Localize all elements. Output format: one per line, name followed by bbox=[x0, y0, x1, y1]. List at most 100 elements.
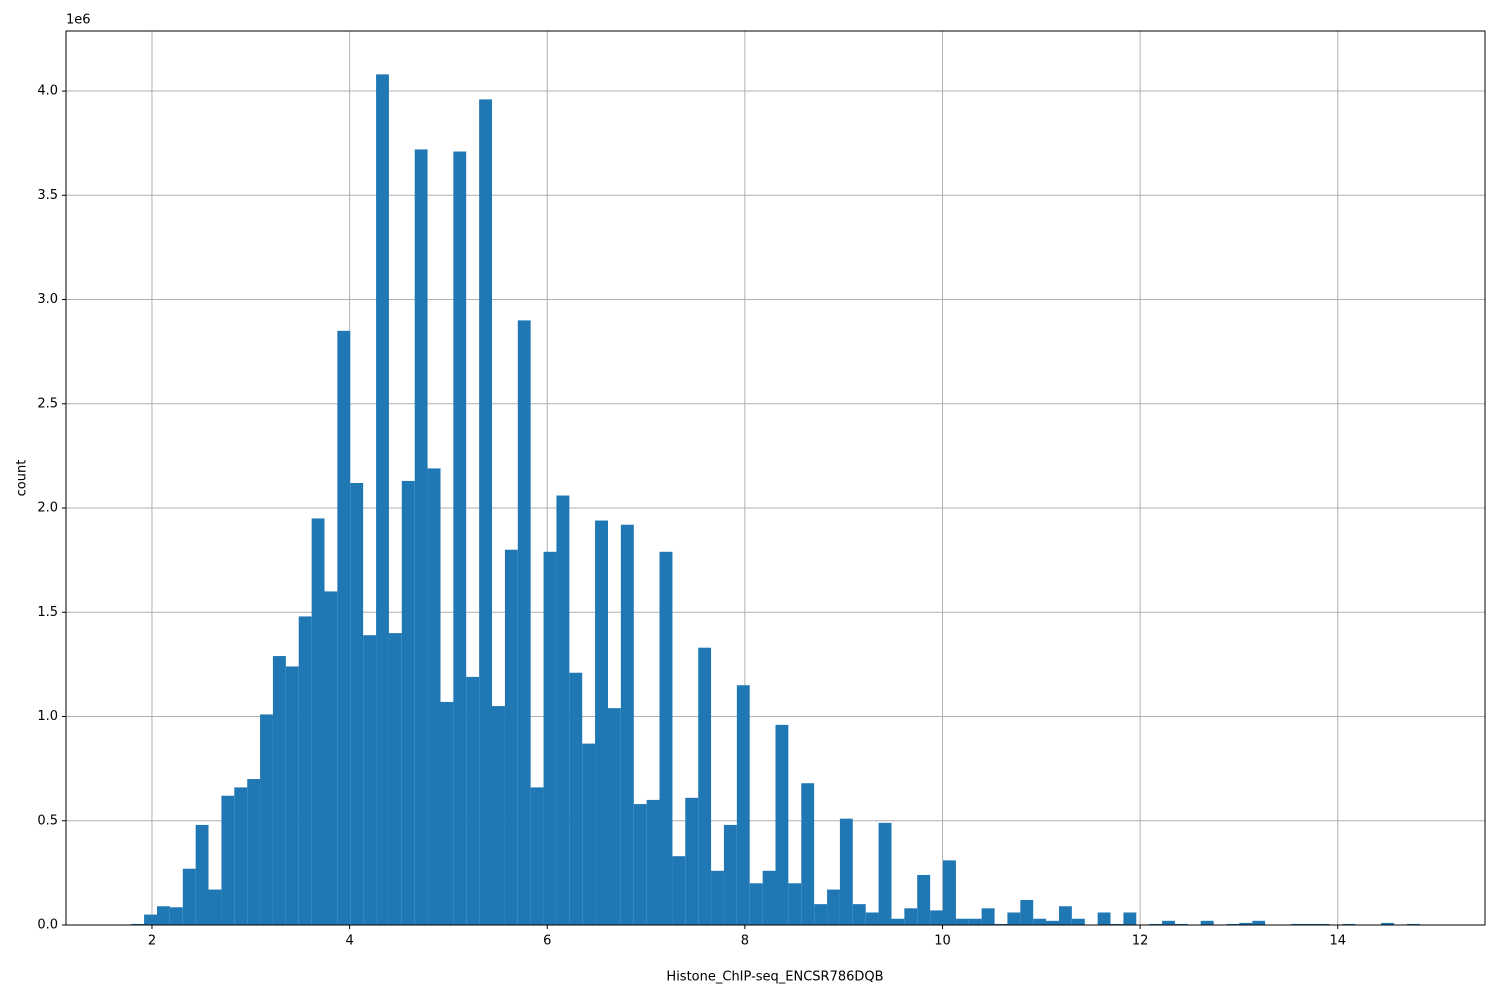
bar bbox=[504, 549, 518, 925]
y-tick-label: 0.5 bbox=[37, 813, 58, 828]
bar bbox=[1033, 918, 1047, 925]
bar bbox=[1071, 918, 1085, 925]
bar bbox=[195, 824, 209, 925]
bar bbox=[1200, 920, 1214, 925]
bar bbox=[762, 870, 776, 925]
bar bbox=[1020, 899, 1034, 925]
x-axis-label: Histone_ChIP-seq_ENCSR786DQB bbox=[666, 970, 883, 985]
plot-frame bbox=[65, 30, 1486, 926]
bar bbox=[1290, 923, 1304, 925]
bar bbox=[1342, 923, 1356, 925]
bar bbox=[1097, 912, 1111, 925]
bar bbox=[414, 149, 428, 926]
y-tick-label: 1.5 bbox=[37, 605, 58, 620]
y-axis-label: count bbox=[15, 460, 30, 497]
bar bbox=[427, 468, 441, 925]
grid bbox=[66, 31, 1485, 926]
bar bbox=[620, 524, 634, 925]
x-tick-label: 4 bbox=[345, 934, 353, 949]
bar bbox=[1303, 923, 1317, 925]
bar bbox=[517, 320, 531, 926]
bar bbox=[698, 647, 712, 925]
bar bbox=[1226, 923, 1240, 925]
bar bbox=[968, 918, 982, 925]
bar bbox=[801, 783, 815, 925]
y-tick-label: 2.0 bbox=[37, 501, 58, 516]
bar bbox=[1110, 923, 1124, 925]
bar bbox=[1252, 920, 1266, 925]
x-tick-label: 8 bbox=[741, 934, 749, 949]
bar bbox=[260, 714, 273, 925]
bar bbox=[272, 656, 286, 925]
bar bbox=[736, 685, 750, 925]
bar bbox=[865, 912, 879, 925]
bar bbox=[388, 633, 402, 925]
bar bbox=[401, 480, 415, 925]
bar bbox=[491, 706, 505, 925]
bar bbox=[749, 883, 763, 925]
bar bbox=[955, 918, 969, 925]
bar bbox=[1174, 923, 1188, 925]
bar bbox=[1239, 922, 1253, 925]
x-tick-label: 6 bbox=[543, 934, 551, 949]
y-tick-label: 3.0 bbox=[37, 292, 58, 307]
bar bbox=[530, 787, 544, 925]
bar bbox=[221, 795, 235, 925]
y-tick-label: 4.0 bbox=[37, 84, 58, 99]
bar bbox=[852, 904, 866, 925]
x-tick-label: 10 bbox=[934, 934, 951, 949]
bar bbox=[285, 666, 299, 925]
bar bbox=[878, 822, 892, 925]
bar bbox=[311, 518, 325, 925]
bar bbox=[440, 701, 454, 925]
bar bbox=[775, 724, 789, 925]
bar bbox=[208, 889, 222, 925]
bar bbox=[1059, 906, 1072, 925]
bar bbox=[659, 551, 673, 925]
bar bbox=[247, 779, 261, 925]
bar bbox=[1381, 922, 1394, 925]
bar bbox=[839, 818, 853, 925]
bar bbox=[788, 883, 802, 925]
x-tick-label: 2 bbox=[148, 934, 156, 949]
bar bbox=[376, 74, 389, 926]
bar bbox=[930, 910, 943, 925]
bar bbox=[144, 914, 158, 925]
bar bbox=[182, 868, 196, 925]
y-offset-label: 1e6 bbox=[66, 13, 91, 28]
bar bbox=[595, 520, 609, 925]
bar bbox=[543, 551, 557, 925]
y-tick-label: 2.5 bbox=[37, 396, 58, 411]
bar bbox=[1406, 923, 1420, 925]
bar bbox=[646, 799, 660, 925]
bar bbox=[157, 906, 170, 925]
bar bbox=[234, 787, 248, 925]
y-tick-label: 0.0 bbox=[37, 918, 58, 933]
bar bbox=[891, 918, 905, 925]
bar bbox=[363, 635, 377, 925]
bar bbox=[814, 904, 828, 925]
bar bbox=[723, 824, 737, 925]
bar bbox=[608, 708, 621, 925]
bar bbox=[633, 804, 647, 925]
bar bbox=[685, 797, 699, 925]
bar bbox=[324, 591, 338, 925]
bar bbox=[1007, 912, 1021, 925]
bar bbox=[1046, 920, 1060, 925]
bar bbox=[453, 151, 467, 925]
bar bbox=[981, 908, 995, 925]
bar bbox=[1162, 920, 1175, 925]
bar bbox=[1123, 912, 1137, 925]
bar bbox=[350, 483, 364, 925]
bar bbox=[131, 923, 145, 925]
x-tick-label: 14 bbox=[1329, 934, 1346, 949]
bar bbox=[337, 330, 351, 926]
bar bbox=[942, 860, 956, 925]
x-tick-label: 12 bbox=[1132, 934, 1149, 949]
bar bbox=[169, 907, 183, 925]
bar bbox=[994, 923, 1008, 925]
bar bbox=[582, 743, 596, 925]
y-tick-label: 1.0 bbox=[37, 709, 58, 724]
y-tick-label: 3.5 bbox=[37, 188, 58, 203]
